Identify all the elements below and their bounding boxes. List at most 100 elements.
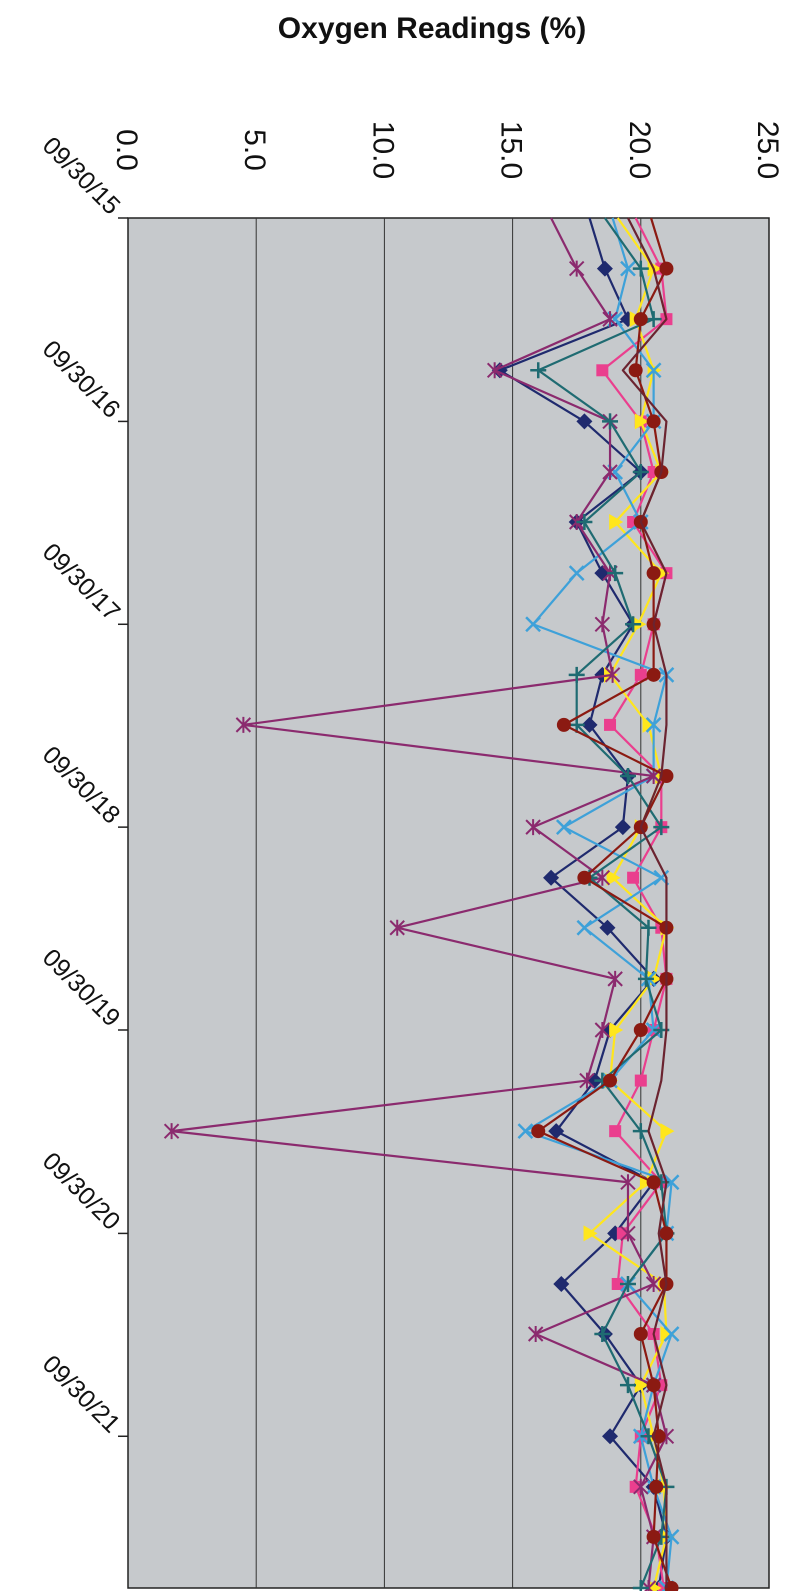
data-point: [659, 261, 674, 276]
data-point: [619, 1377, 636, 1394]
data-point: [633, 1478, 649, 1495]
data-point: [486, 362, 503, 379]
series-line: [588, 217, 668, 1589]
data-point: [634, 1377, 649, 1394]
value-tick-label: 20.0: [623, 121, 656, 179]
data-point: [620, 1174, 636, 1191]
value-tick-label: 25.0: [751, 121, 784, 179]
data-point: [633, 312, 648, 327]
data-point: [620, 1225, 636, 1242]
data-point: [556, 717, 571, 732]
data-point: [581, 716, 598, 733]
series-line: [170, 217, 668, 1589]
data-point: [632, 1123, 649, 1140]
series-line: [498, 217, 668, 1589]
data-point: [614, 819, 631, 836]
data-point: [555, 819, 572, 836]
data-point: [632, 1580, 649, 1591]
data-point: [625, 616, 642, 633]
data-point: [517, 1123, 534, 1140]
data-point: [525, 819, 541, 836]
data-point: [609, 1021, 624, 1038]
data-point: [646, 1529, 661, 1544]
data-point: [579, 1072, 595, 1089]
data-point: [647, 1580, 662, 1591]
data-point: [602, 311, 618, 328]
data-point: [389, 919, 405, 936]
data-point: [527, 1326, 544, 1343]
data-point: [548, 1123, 565, 1140]
data-point: [594, 1326, 611, 1343]
series-line: [601, 217, 668, 1589]
series-6: [530, 217, 675, 1591]
data-point: [553, 1275, 570, 1292]
data-point: [649, 1479, 664, 1494]
data-point: [634, 1074, 647, 1087]
date-axis-ticks: 09/30/1509/30/1609/30/1709/30/1809/30/19…: [37, 132, 128, 1439]
data-point: [602, 1428, 619, 1445]
series-layer: [163, 217, 680, 1591]
data-point: [645, 1275, 662, 1292]
value-tick-label: 15.0: [495, 121, 528, 179]
data-point: [632, 463, 649, 480]
data-point: [531, 1124, 546, 1139]
data-point: [663, 1174, 680, 1191]
data-point: [642, 716, 657, 733]
data-point: [568, 260, 585, 277]
data-point: [577, 870, 592, 885]
data-point: [660, 1326, 675, 1343]
data-point: [609, 514, 624, 531]
date-tick-label: 09/30/19: [37, 944, 126, 1033]
date-tick-label: 09/30/17: [37, 538, 126, 627]
data-point: [576, 514, 593, 531]
data-point: [596, 260, 613, 277]
plot-area: [127, 217, 770, 1589]
data-point: [634, 413, 649, 430]
data-point: [633, 1022, 648, 1037]
data-point: [646, 414, 661, 429]
data-point: [659, 769, 674, 784]
data-point: [606, 869, 621, 886]
date-tick-label: 09/30/16: [37, 335, 126, 424]
data-point: [646, 1175, 661, 1190]
data-point: [609, 1125, 622, 1138]
data-point: [627, 871, 640, 884]
data-point: [583, 1225, 598, 1242]
data-point: [525, 616, 541, 633]
data-point: [607, 565, 624, 582]
data-point: [664, 1581, 679, 1591]
data-point: [619, 768, 636, 785]
data-point: [604, 666, 621, 683]
data-point: [602, 413, 619, 430]
data-point: [660, 1123, 675, 1140]
data-point: [594, 616, 611, 633]
data-point: [633, 1327, 648, 1342]
date-tick-label: 09/30/18: [37, 741, 126, 830]
data-point: [543, 869, 560, 886]
data-point: [663, 1326, 680, 1342]
series-line: [537, 217, 668, 1589]
date-tick-label: 09/30/21: [37, 1350, 126, 1439]
data-point: [607, 970, 623, 987]
value-tick-label: 10.0: [366, 121, 399, 179]
data-point: [596, 364, 609, 377]
data-point: [653, 819, 670, 836]
data-point: [620, 260, 636, 277]
data-point: [632, 260, 649, 277]
value-axis-ticks: 0.0 5.0 10.0 15.0 20.0 25.0: [110, 121, 784, 179]
value-tick-label: 5.0: [238, 129, 271, 171]
data-point: [163, 1123, 180, 1140]
data-point: [576, 413, 593, 430]
data-point: [646, 667, 661, 682]
data-point: [235, 716, 252, 733]
data-point: [602, 463, 618, 480]
data-point: [645, 716, 662, 733]
date-tick-label: 09/30/20: [37, 1147, 126, 1236]
data-point: [645, 311, 662, 328]
data-point: [604, 718, 617, 731]
data-point: [576, 919, 593, 936]
series-line: [524, 217, 673, 1589]
data-point: [637, 970, 654, 987]
data-point: [594, 1022, 611, 1038]
data-point: [634, 668, 647, 681]
